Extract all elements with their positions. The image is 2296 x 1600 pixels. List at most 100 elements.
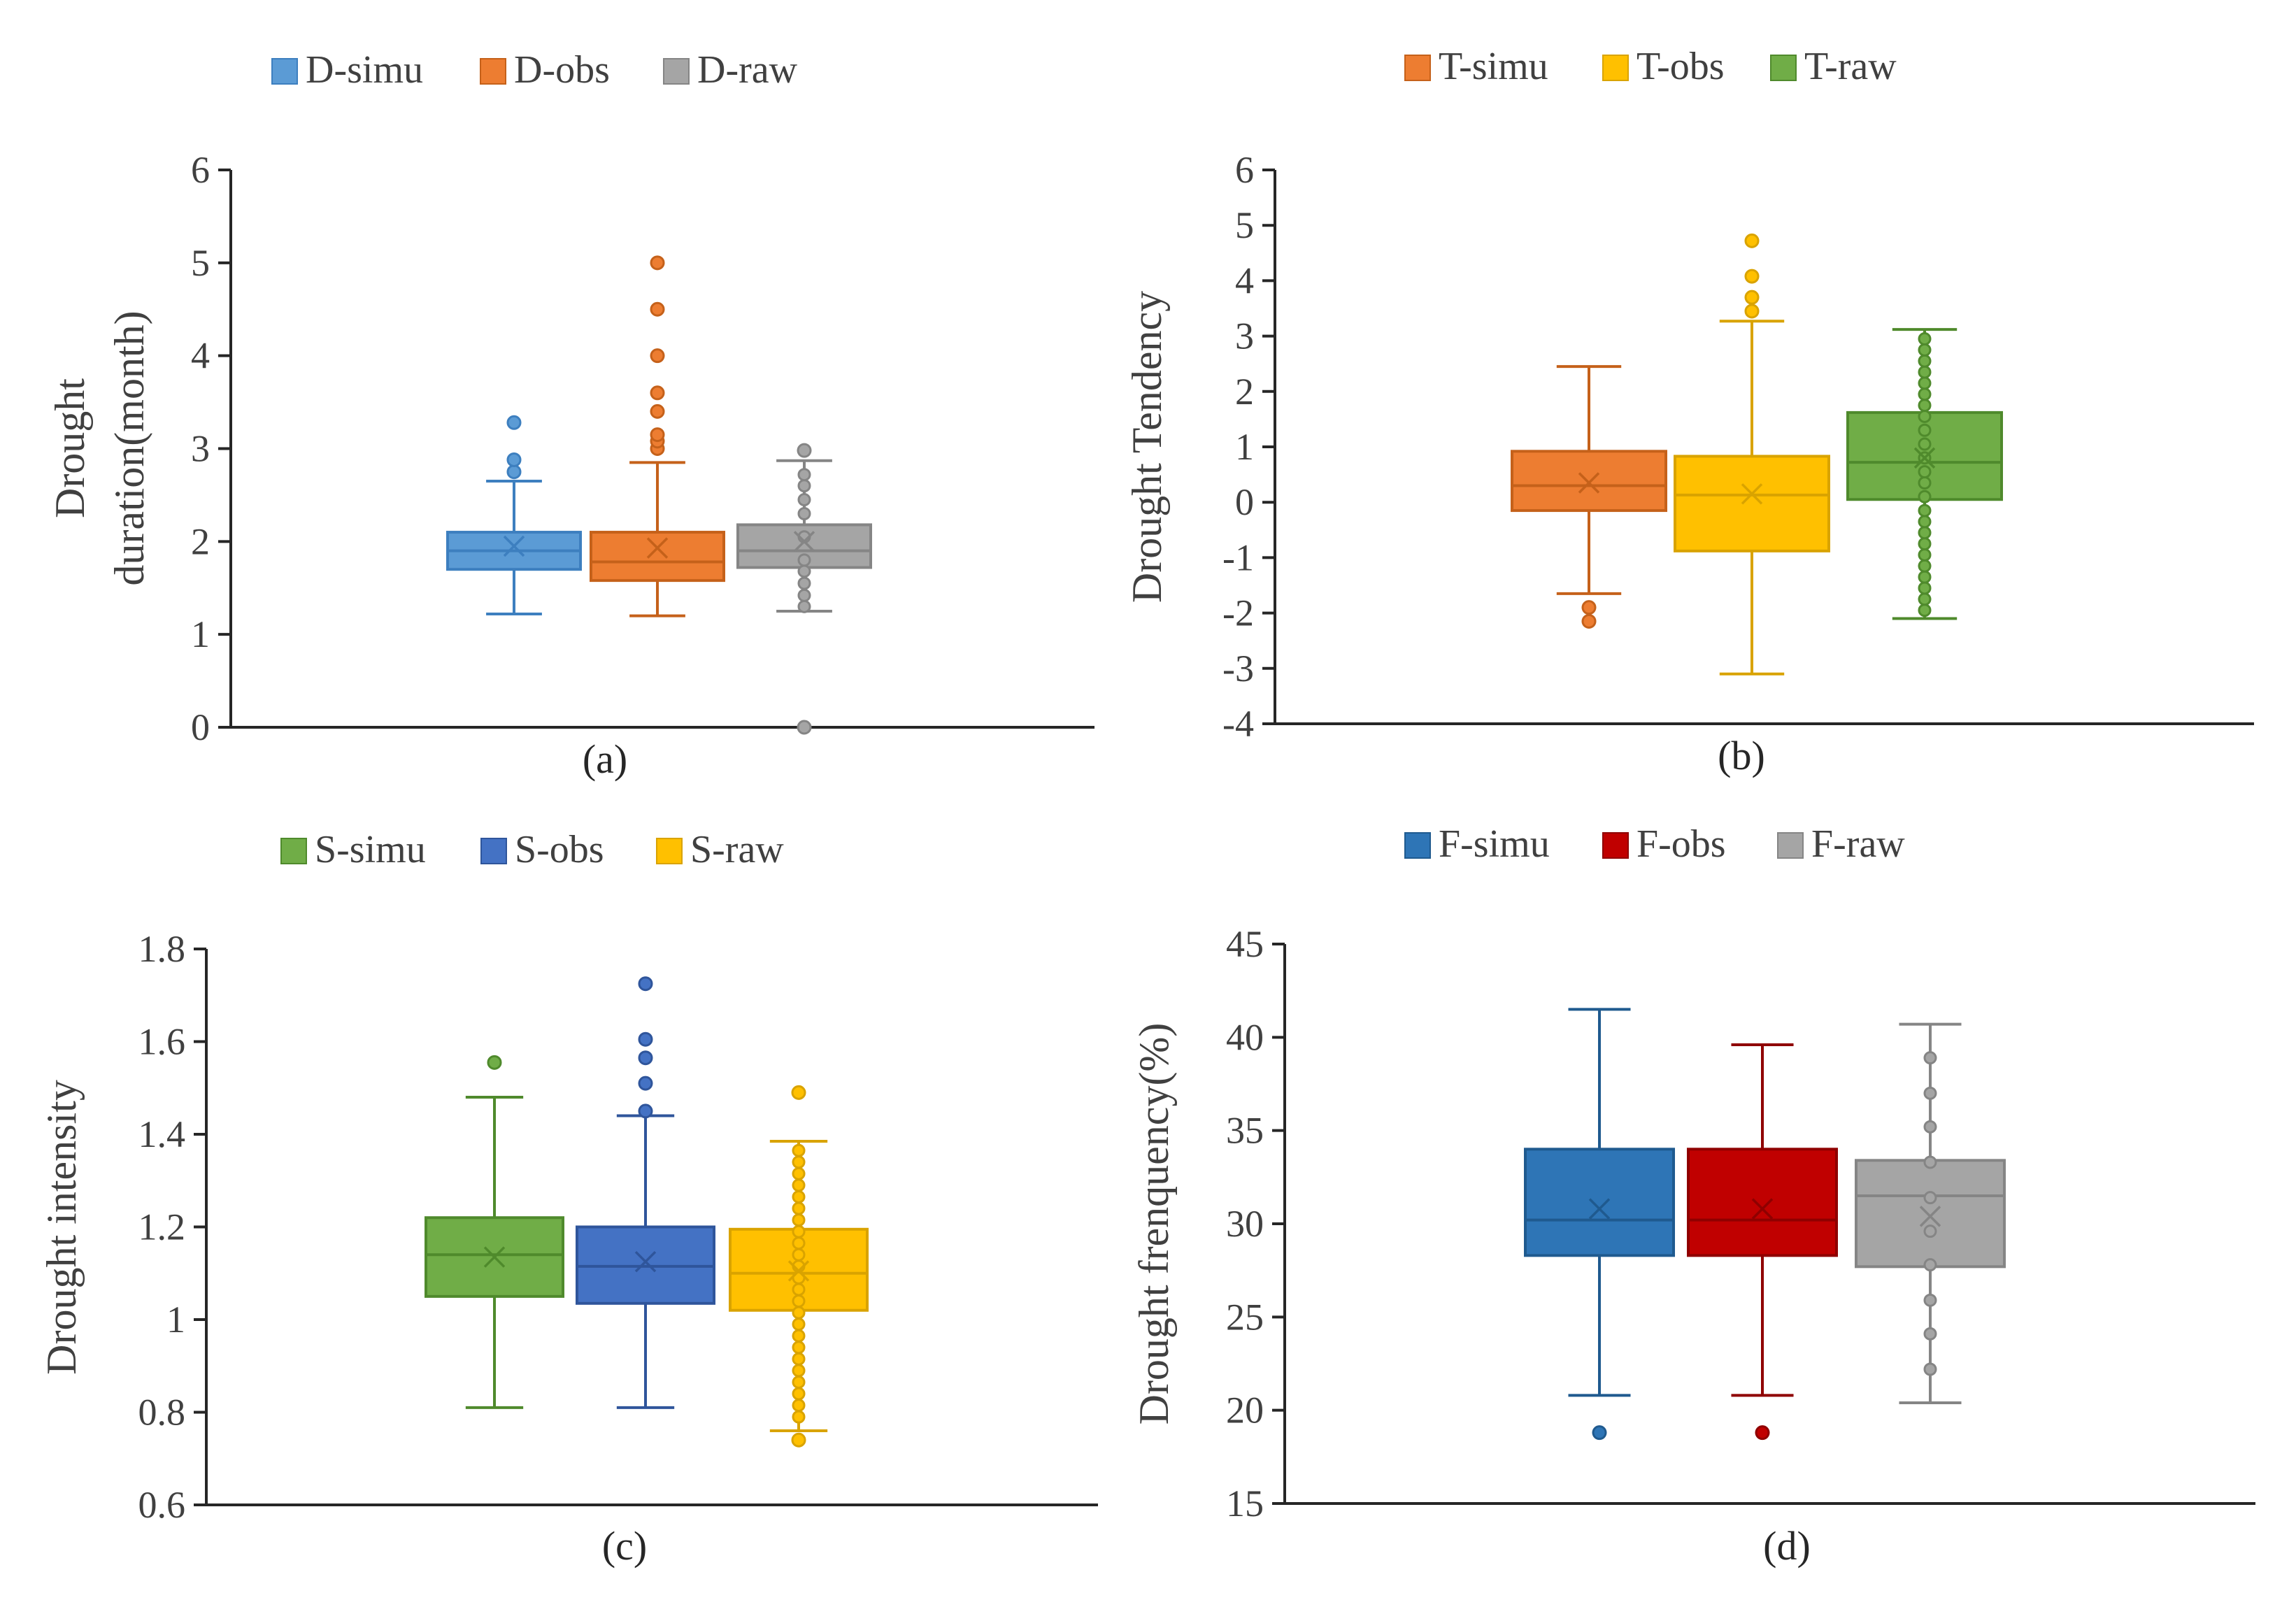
data-point — [797, 588, 811, 602]
y-axis-label: Drought Tendency — [1124, 291, 1170, 603]
legend-swatch — [480, 838, 507, 864]
data-point — [792, 1341, 806, 1355]
legend-swatch — [663, 58, 690, 85]
mean-marker — [503, 535, 525, 557]
data-point — [1923, 1293, 1937, 1307]
box-series-S-raw — [729, 1085, 869, 1448]
legend-swatch — [271, 58, 298, 85]
legend-label: S-obs — [515, 828, 604, 871]
outlier-point — [1744, 233, 1760, 248]
data-point — [792, 1201, 806, 1215]
outlier-point — [1581, 613, 1597, 629]
panel-caption: (b) — [1718, 733, 1765, 778]
data-point — [1918, 537, 1932, 551]
data-point — [792, 1399, 806, 1413]
y-tick-label: 1.6 — [138, 1021, 186, 1063]
outlier-point — [650, 255, 665, 271]
legend-swatch — [1404, 55, 1431, 81]
y-tick-label: 45 — [1226, 923, 1264, 965]
y-tick-label: 4 — [1235, 259, 1254, 301]
data-point — [1923, 1120, 1937, 1134]
outlier-point — [1592, 1425, 1607, 1441]
data-point — [797, 506, 811, 520]
legend-label: S-raw — [690, 828, 784, 871]
outlier-point — [797, 720, 812, 735]
y-tick-label: 5 — [1235, 204, 1254, 246]
y-axis-label: Drought frenquency(%) — [1131, 1023, 1177, 1425]
data-point — [797, 493, 811, 507]
data-point — [1918, 354, 1932, 368]
outlier-point — [1755, 1425, 1770, 1441]
mean-marker — [1751, 1198, 1774, 1220]
outlier-point — [638, 1103, 653, 1119]
box-series-T-obs — [1674, 233, 1830, 676]
data-point — [1923, 1258, 1937, 1272]
outlier-point — [1744, 290, 1760, 305]
outlier-point — [650, 427, 665, 443]
box-iqr — [1511, 450, 1667, 513]
y-tick-label: 1.4 — [138, 1113, 186, 1155]
legend-swatch — [1770, 55, 1797, 81]
legend-label: T-simu — [1439, 45, 1548, 88]
data-point — [1923, 1051, 1937, 1065]
data-point — [1918, 376, 1932, 390]
data-point — [792, 1387, 806, 1401]
data-point — [797, 479, 811, 493]
outlier-point — [791, 1432, 806, 1448]
y-axis-label: duration(month) — [106, 310, 152, 585]
y-tick-label: 0 — [1235, 481, 1254, 523]
data-point — [1918, 423, 1932, 437]
legend-label: D-raw — [697, 48, 798, 92]
y-tick-label: 4 — [191, 335, 210, 377]
data-point — [792, 1329, 806, 1343]
data-point — [1918, 503, 1932, 517]
legend-label: T-obs — [1637, 45, 1725, 88]
y-tick-label: 15 — [1226, 1483, 1264, 1524]
y-tick-label: -3 — [1222, 648, 1254, 690]
outlier-point — [506, 452, 522, 467]
data-point — [797, 564, 811, 578]
data-point — [1918, 526, 1932, 540]
box-series-T-raw — [1846, 328, 2003, 620]
mean-marker — [1919, 1206, 1941, 1227]
outlier-point — [650, 385, 665, 401]
panel-caption: (a) — [583, 736, 627, 782]
outlier-point — [506, 464, 522, 480]
y-tick-label: 1 — [1235, 426, 1254, 468]
mean-marker — [483, 1246, 506, 1268]
y-tick-label: 2 — [191, 520, 210, 562]
data-point — [1918, 476, 1932, 490]
chart-d: 15 20 25 30 35 40 45 Drought frenquency(%) (d) F-… — [1131, 822, 2255, 1569]
outlier-point — [1581, 600, 1597, 615]
y-axis-label: Drought intensity — [38, 1080, 85, 1375]
outlier-point — [650, 348, 665, 364]
data-point — [792, 1155, 806, 1169]
chart-c: 0.6 0.8 1 1.2 1.4 1.6 1.8 Drought intensity (c) S… — [38, 828, 1098, 1569]
data-point — [792, 1213, 806, 1227]
box-series-F-simu — [1524, 1008, 1675, 1441]
data-point — [1923, 1224, 1937, 1238]
outlier-point — [791, 1085, 806, 1100]
legend-swatch — [280, 838, 307, 864]
data-point — [1918, 515, 1932, 529]
outlier-point — [638, 1076, 653, 1091]
legend-swatch — [1602, 832, 1629, 859]
legend-swatch — [1602, 55, 1629, 81]
data-point — [1918, 437, 1932, 451]
data-point — [1918, 387, 1932, 401]
data-point — [792, 1375, 806, 1389]
data-point — [797, 576, 811, 590]
data-point — [1918, 570, 1932, 584]
data-point — [1918, 399, 1932, 413]
data-point — [792, 1143, 806, 1157]
y-tick-label: 6 — [191, 149, 210, 191]
legend-label: D-obs — [514, 48, 610, 92]
legend-swatch — [480, 58, 506, 85]
data-point — [1918, 581, 1932, 595]
y-tick-label: -4 — [1222, 703, 1254, 745]
data-point — [792, 1306, 806, 1320]
mean-marker — [787, 1260, 810, 1282]
data-point — [1918, 465, 1932, 479]
y-tick-label: 30 — [1226, 1203, 1264, 1245]
